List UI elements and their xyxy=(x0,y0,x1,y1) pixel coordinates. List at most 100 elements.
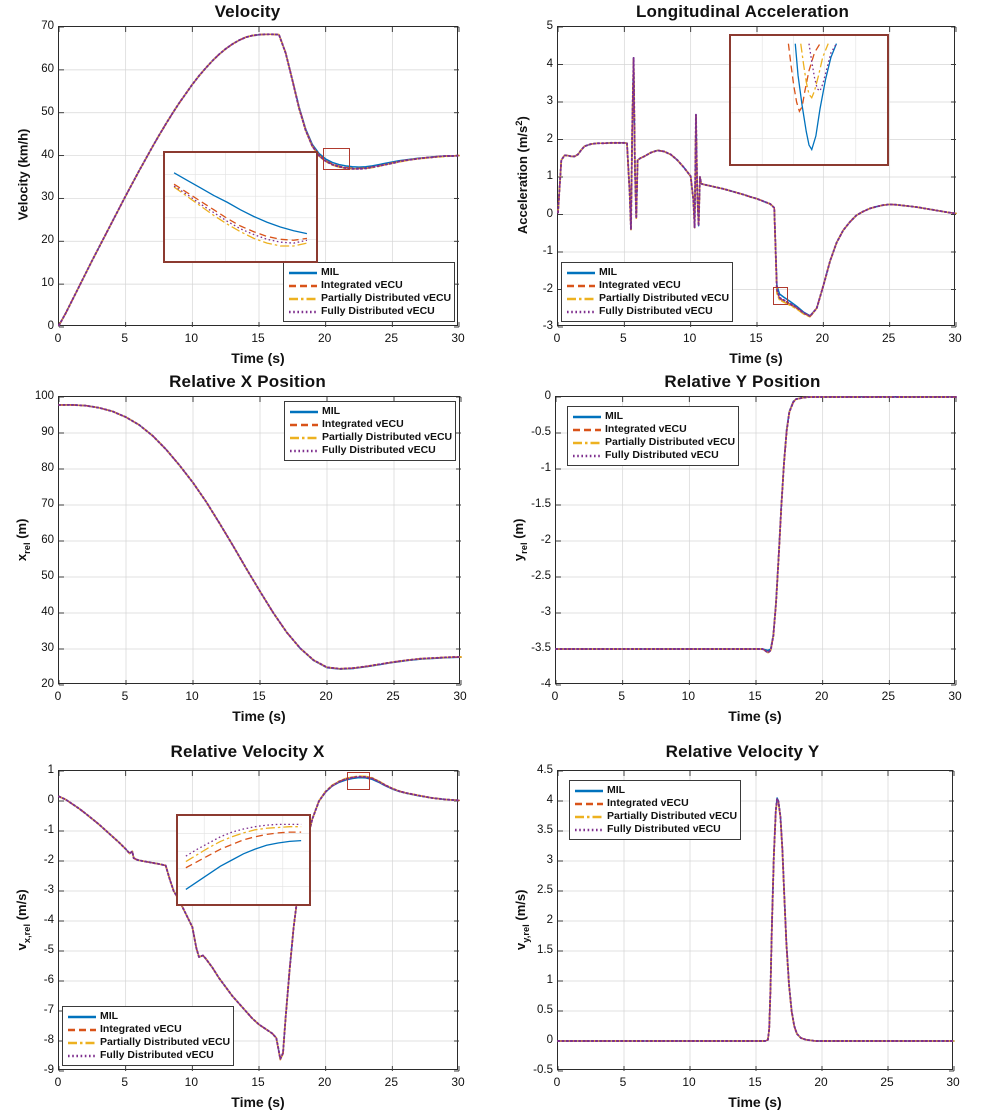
legend-line-sample xyxy=(575,815,603,819)
panel-velocity: Velocity 0 5 10 15 20 25 30 0 10 20 30 40 50 60 70 Veloc… xyxy=(0,0,495,370)
y-tick-label: 2 xyxy=(546,132,553,145)
x-tick-label: 10 xyxy=(682,1075,696,1089)
legend-label: MIL xyxy=(322,405,341,417)
legend-line-sample xyxy=(573,454,601,458)
legend-line-sample xyxy=(567,284,595,288)
y-tick-label: 0 xyxy=(544,390,551,402)
y-tick-label: 40 xyxy=(41,606,54,618)
legend-item: Integrated vECU xyxy=(566,279,727,292)
y-tick-label: 90 xyxy=(41,426,54,438)
x-tick-label: 15 xyxy=(748,689,762,703)
zoom-highlight-box xyxy=(323,148,350,170)
inset-series-line xyxy=(173,186,308,247)
x-axis-label: Time (s) xyxy=(728,1094,782,1110)
legend-item: MIL xyxy=(288,266,449,279)
legend: MIL Integrated vECU Partially Distributed … xyxy=(569,780,741,840)
y-tick-label: 20 xyxy=(41,678,54,690)
legend-line-sample xyxy=(575,802,603,806)
x-tick-label: 25 xyxy=(881,689,896,703)
y-tick-label: -1.5 xyxy=(531,498,551,510)
inset-series-line xyxy=(173,183,308,241)
legend-label: Fully Distributed vECU xyxy=(321,305,435,317)
legend: MIL Integrated vECU Partially Distributed … xyxy=(284,401,456,461)
legend-line-sample xyxy=(573,415,601,419)
y-tick-label: 70 xyxy=(41,20,54,32)
x-tick-label: 25 xyxy=(384,331,399,345)
inset-svg xyxy=(165,153,316,261)
series-line xyxy=(557,56,957,318)
panel-title: Relative Velocity X xyxy=(170,742,325,761)
series-line xyxy=(557,797,955,1042)
panel-title: Velocity xyxy=(214,2,281,21)
y-tick-label: -2.5 xyxy=(531,570,551,582)
y-tick-label: -1 xyxy=(43,824,54,836)
y-tick-label: 60 xyxy=(41,62,54,75)
y-tick-label: 5 xyxy=(546,20,553,32)
y-tick-label: -2 xyxy=(43,854,54,866)
panel-relative-y-position: Relative Y Position 0 5 10 15 20 25 30 -4 -3.5 -3 -… xyxy=(495,370,990,740)
legend-line-sample xyxy=(68,1054,96,1058)
legend-label: Fully Distributed vECU xyxy=(322,444,436,456)
legend-line-sample xyxy=(289,310,317,314)
legend-label: Integrated vECU xyxy=(605,423,687,435)
legend-line-sample xyxy=(290,436,318,440)
y-tick-label: 0 xyxy=(47,320,54,332)
inset-series-line xyxy=(173,185,308,244)
x-tick-label: 20 xyxy=(815,331,830,345)
inset-series-line xyxy=(787,43,821,113)
y-axis-label: Velocity (km/h) xyxy=(15,128,31,221)
y-tick-label: 4 xyxy=(546,57,553,70)
y-axis-label: vx,rel (m/s) xyxy=(14,889,32,951)
y-axis-label: xrel (m) xyxy=(14,518,32,562)
y-tick-label: 3.5 xyxy=(537,824,553,836)
inset-zoom-velocity xyxy=(163,151,318,263)
legend-label: Partially Distributed vECU xyxy=(322,431,453,443)
x-axis-label: Time (s) xyxy=(232,708,286,724)
y-tick-label: 2.5 xyxy=(537,884,553,896)
x-tick-label: 25 xyxy=(384,1075,399,1089)
legend: MIL Integrated vECU Partially Distributed … xyxy=(62,1006,234,1066)
legend-line-sample xyxy=(68,1028,96,1032)
legend-item: Integrated vECU xyxy=(574,797,735,810)
y-tick-label: -8 xyxy=(43,1034,54,1046)
x-tick-label: 15 xyxy=(749,331,763,345)
plot-svg xyxy=(58,396,462,686)
y-tick-label: 1 xyxy=(546,974,553,986)
y-tick-label: -7 xyxy=(43,1004,54,1016)
x-tick-label: 15 xyxy=(748,1075,762,1089)
x-tick-label: 10 xyxy=(184,1075,199,1089)
panel-longitudinal-acceleration: Longitudinal Acceleration 0 5 10 15 20 25 30 -3-… xyxy=(495,0,990,370)
legend-label: Fully Distributed vECU xyxy=(599,305,713,317)
x-tick-label: 10 xyxy=(185,689,199,703)
y-tick-label: -0.5 xyxy=(531,426,551,438)
legend-label: MIL xyxy=(607,784,626,796)
legend-line-sample xyxy=(68,1041,96,1045)
x-tick-label: 30 xyxy=(451,331,465,345)
x-axis-label: Time (s) xyxy=(231,1094,285,1110)
x-tick-label: 0 xyxy=(54,331,62,345)
y-tick-label: 70 xyxy=(41,498,54,510)
inset-series-line xyxy=(808,43,838,93)
y-tick-label: 1 xyxy=(47,764,54,776)
y-tick-label: -3.5 xyxy=(531,642,551,654)
y-tick-label: 0 xyxy=(546,1034,553,1046)
legend-item: Fully Distributed vECU xyxy=(566,305,727,318)
x-tick-label: 20 xyxy=(317,331,332,345)
legend-label: Partially Distributed vECU xyxy=(599,292,730,304)
inset-svg xyxy=(731,36,887,164)
y-tick-label: -1 xyxy=(540,462,551,474)
legend-label: Partially Distributed vECU xyxy=(607,810,738,822)
inset-series-line xyxy=(185,831,302,869)
y-tick-label: -4 xyxy=(540,678,551,690)
x-tick-label: 30 xyxy=(453,689,467,703)
legend-item: Fully Distributed vECU xyxy=(572,449,733,462)
y-tick-label: -3 xyxy=(43,884,54,896)
legend-line-sample xyxy=(289,271,317,275)
legend-label: Integrated vECU xyxy=(599,279,681,291)
panel-relative-velocity-x: Relative Velocity X 0 5 10 15 20 25 30 -9 -8 -7 -6-… xyxy=(0,740,495,1120)
x-tick-label: 5 xyxy=(121,331,128,345)
panel-relative-velocity-y: Relative Velocity Y 0 5 10 15 20 25 30 -0.5 0 0.5 1… xyxy=(495,740,990,1120)
legend-item: Partially Distributed vECU xyxy=(574,810,738,823)
panel-title: Longitudinal Acceleration xyxy=(635,2,850,21)
